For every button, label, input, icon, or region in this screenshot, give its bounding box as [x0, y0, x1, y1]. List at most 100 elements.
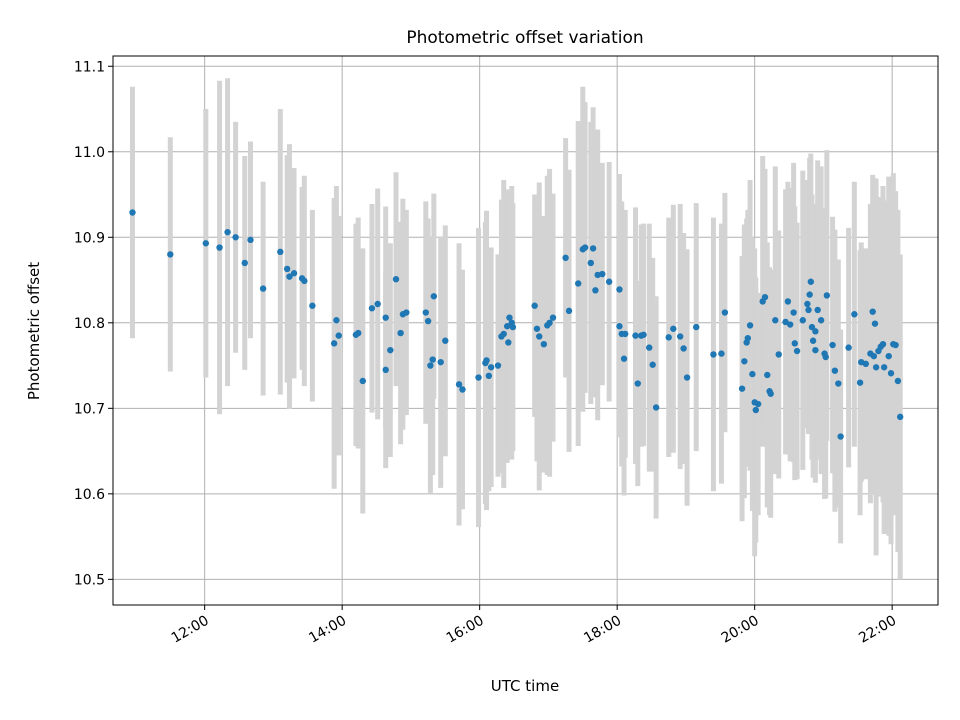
data-point: [397, 329, 404, 337]
data-point: [665, 334, 672, 341]
data-point: [806, 291, 813, 298]
data-point: [536, 333, 543, 340]
data-point: [718, 350, 725, 357]
data-point: [247, 236, 254, 244]
data-point: [442, 337, 449, 344]
data-point: [455, 381, 463, 388]
data-point: [290, 270, 298, 277]
data-point: [749, 370, 756, 378]
data-point: [487, 364, 495, 371]
data-point: [355, 329, 362, 337]
data-point: [670, 325, 677, 332]
data-point: [640, 331, 647, 338]
data-point: [485, 372, 493, 380]
data-point: [752, 406, 760, 414]
data-point: [793, 347, 801, 355]
data-point: [812, 346, 819, 354]
data-point: [885, 352, 892, 360]
data-point: [540, 340, 548, 348]
data-point: [805, 306, 812, 314]
data-point: [887, 370, 895, 377]
y-axis-label: Photometric offset: [25, 262, 43, 400]
data-point: [892, 341, 899, 349]
data-point: [392, 275, 400, 283]
data-point: [616, 323, 623, 330]
data-point: [494, 362, 502, 369]
data-point: [616, 286, 623, 293]
data-point: [309, 302, 316, 309]
data-point: [359, 377, 366, 385]
data-point: [422, 309, 430, 316]
y-tick-label: 11.0: [74, 145, 105, 161]
y-tick-label: 10.6: [74, 487, 105, 503]
data-point: [429, 356, 436, 363]
data-point: [475, 374, 482, 381]
data-point: [767, 390, 774, 397]
data-point: [804, 300, 811, 308]
data-point: [589, 245, 597, 252]
data-point: [224, 228, 231, 236]
data-point: [581, 244, 589, 251]
chart-title: Photometric offset variation: [406, 28, 643, 48]
data-point: [823, 292, 831, 299]
y-tick-label: 10.8: [74, 316, 105, 332]
y-tick-label: 11.1: [74, 59, 105, 75]
data-point: [382, 314, 389, 321]
data-point: [744, 334, 751, 342]
data-point: [894, 377, 902, 385]
data-point: [872, 364, 880, 371]
data-point: [546, 319, 553, 327]
data-point: [693, 323, 700, 331]
data-point: [509, 323, 517, 331]
data-point: [503, 323, 511, 330]
data-point: [835, 380, 842, 387]
y-axis: 10.5 10.6 10.7 10.8 10.9 11.0 11.1: [74, 59, 113, 588]
data-point: [786, 321, 794, 328]
data-point: [862, 360, 870, 368]
data-point: [721, 309, 729, 316]
data-point: [634, 380, 641, 387]
data-point: [430, 293, 438, 300]
data-point: [646, 344, 653, 351]
data-point: [424, 317, 432, 325]
data-point: [437, 358, 444, 366]
data-point: [764, 371, 771, 379]
data-point: [790, 309, 797, 316]
data-point: [807, 278, 815, 285]
data-point: [531, 302, 538, 309]
data-point: [382, 366, 389, 374]
data-point: [738, 385, 746, 392]
data-point: [202, 240, 210, 247]
data-point: [333, 317, 340, 324]
data-point: [814, 306, 821, 314]
data-point: [809, 337, 817, 344]
y-tick-label: 10.9: [74, 230, 105, 246]
data-point: [232, 234, 239, 241]
data-point: [799, 317, 806, 324]
data-point: [427, 362, 434, 369]
data-point: [761, 293, 769, 301]
data-points: [129, 209, 904, 440]
data-point: [587, 259, 595, 267]
y-tick-label: 10.7: [74, 401, 105, 417]
data-point: [277, 248, 284, 256]
data-point: [871, 320, 879, 327]
data-point: [845, 344, 852, 351]
data-point: [775, 351, 782, 358]
data-point: [896, 413, 904, 421]
data-point: [605, 278, 613, 285]
data-point: [301, 277, 308, 285]
data-point: [459, 386, 466, 393]
data-point: [812, 328, 819, 335]
data-point: [754, 400, 762, 408]
data-point: [575, 280, 582, 287]
data-point: [879, 340, 887, 348]
data-point: [241, 259, 248, 267]
data-point: [710, 351, 717, 358]
data-point: [829, 341, 836, 349]
plot-frame: [112, 55, 939, 606]
y-tick-label: 10.5: [74, 572, 105, 588]
data-point: [632, 332, 639, 339]
data-point: [129, 209, 136, 216]
